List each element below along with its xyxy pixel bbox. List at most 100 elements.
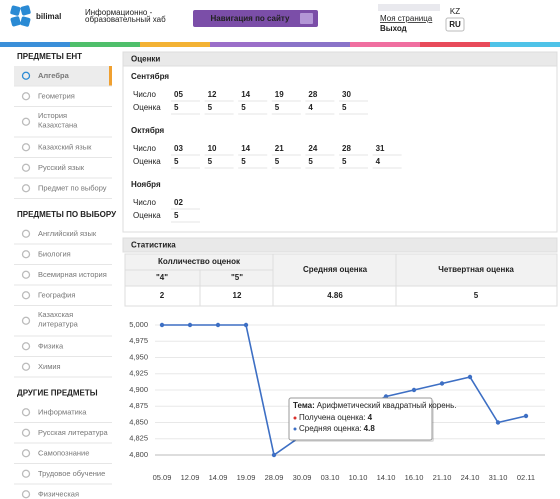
grade-date: 28 <box>342 144 351 153</box>
nav-button[interactable] <box>193 10 318 27</box>
grade-value: 5 <box>174 211 179 220</box>
tagline: образовательный хаб <box>85 15 166 24</box>
subject-icon <box>21 163 31 172</box>
subject-link[interactable]: География <box>38 290 75 299</box>
subject-link[interactable]: Самопознание <box>38 448 89 457</box>
subject-icon <box>21 117 31 126</box>
subject-link[interactable]: Трудовое обучение <box>38 469 105 478</box>
x-tick-label: 12.09 <box>181 473 200 482</box>
subject-link[interactable]: Информатика <box>38 407 87 416</box>
data-point[interactable] <box>187 322 193 328</box>
row-label: Оценка <box>133 157 161 166</box>
logo-petal <box>20 5 31 16</box>
stripe-segment <box>0 42 70 47</box>
data-point[interactable] <box>439 381 445 386</box>
subject-link[interactable]: Предмет по выбору <box>38 183 107 192</box>
stats-value: 12 <box>233 291 242 300</box>
tooltip-label: Средняя оценка: <box>299 424 362 433</box>
grade-value: 5 <box>342 157 347 166</box>
data-point[interactable] <box>495 420 501 425</box>
subject-link[interactable]: Геометрия <box>38 91 75 100</box>
grade-date: 14 <box>241 90 250 99</box>
x-tick-label: 03.10 <box>321 473 340 482</box>
subject-link[interactable]: Физическая <box>38 489 79 498</box>
data-point[interactable] <box>215 322 221 328</box>
grade-value: 4 <box>376 157 381 166</box>
tooltip-label: Получена оценка: <box>299 413 366 422</box>
subject-icon <box>21 316 31 325</box>
stats-header: "4" <box>156 273 168 282</box>
subject-link[interactable]: Физика <box>38 341 64 350</box>
stripe-segment <box>70 42 140 47</box>
grade-value: 5 <box>208 157 213 166</box>
x-tick-label: 30.09 <box>293 473 312 482</box>
subject-link[interactable]: Русский язык <box>38 163 85 172</box>
subject-link[interactable]: Русская литература <box>38 428 109 437</box>
data-point[interactable] <box>411 387 417 393</box>
tooltip-value: 4.8 <box>364 424 376 433</box>
language-ru[interactable]: RU <box>449 20 461 29</box>
subject-link[interactable]: Биология <box>38 249 71 258</box>
nav-button-label[interactable]: Навигация по сайту <box>211 14 291 23</box>
logo-petal <box>10 5 21 16</box>
subject-link[interactable]: Казахский язык <box>38 142 92 151</box>
grade-value: 5 <box>342 103 347 112</box>
logo-icon <box>10 5 31 27</box>
subject-link[interactable]: История <box>38 111 67 120</box>
stats-header: "5" <box>231 273 243 282</box>
x-tick-label: 05.09 <box>153 473 172 482</box>
data-point[interactable] <box>159 322 165 328</box>
tooltip-value: 4 <box>368 413 373 422</box>
tooltip-marker <box>293 416 297 420</box>
subject-link[interactable]: Казахстана <box>38 120 78 129</box>
grade-date: 24 <box>308 144 317 153</box>
x-tick-label: 24.10 <box>461 473 480 482</box>
row-label: Число <box>133 198 157 207</box>
subject-icon <box>21 408 31 417</box>
language-button[interactable] <box>445 17 465 32</box>
subject-icon <box>21 270 31 279</box>
stats-header: Средняя оценка <box>303 265 368 274</box>
subject-icon <box>21 291 31 300</box>
language-kz[interactable]: KZ <box>450 7 460 16</box>
logout-link[interactable]: Выход <box>380 24 407 33</box>
row-label: Оценка <box>133 211 161 220</box>
data-point[interactable] <box>467 374 473 380</box>
y-tick-label: 5,000 <box>129 320 148 329</box>
grade-date: 30 <box>342 90 351 99</box>
row-label: Число <box>133 90 157 99</box>
x-tick-label: 21.10 <box>433 473 452 482</box>
stats-title: Статистика <box>131 241 176 250</box>
data-point[interactable] <box>271 452 277 458</box>
tagline: Информационно - <box>85 8 153 17</box>
stripe-segment <box>280 42 350 47</box>
subject-link[interactable]: Казахская <box>38 310 73 319</box>
subject-icon <box>21 490 31 499</box>
month-title: Ноября <box>131 180 161 189</box>
subject-link[interactable]: Химия <box>38 362 61 371</box>
tooltip-title: Арифметический квадратный корень. <box>317 401 457 410</box>
my-page-link[interactable]: Моя страница <box>380 14 433 23</box>
month-title: Сентября <box>131 72 169 81</box>
stripe-segment <box>490 42 560 47</box>
tooltip-marker <box>293 427 297 431</box>
data-point[interactable] <box>243 322 249 328</box>
y-tick-label: 4,900 <box>129 385 148 394</box>
data-point[interactable] <box>523 413 529 419</box>
grade-date: 21 <box>275 144 284 153</box>
subject-link[interactable]: литература <box>38 319 79 328</box>
subject-link[interactable]: Алгебра <box>38 71 70 80</box>
row-label: Число <box>133 144 157 153</box>
subject-icon <box>21 449 31 458</box>
grade-date: 02 <box>174 198 183 207</box>
grade-value: 4 <box>308 103 313 112</box>
subject-link[interactable]: Английский язык <box>38 229 97 238</box>
grade-date: 10 <box>208 144 217 153</box>
x-tick-label: 10.10 <box>349 473 368 482</box>
y-tick-label: 4,875 <box>129 401 148 410</box>
subject-link[interactable]: Всемирная история <box>38 270 107 279</box>
grades-panel-header <box>122 51 558 67</box>
grade-value: 5 <box>275 157 280 166</box>
